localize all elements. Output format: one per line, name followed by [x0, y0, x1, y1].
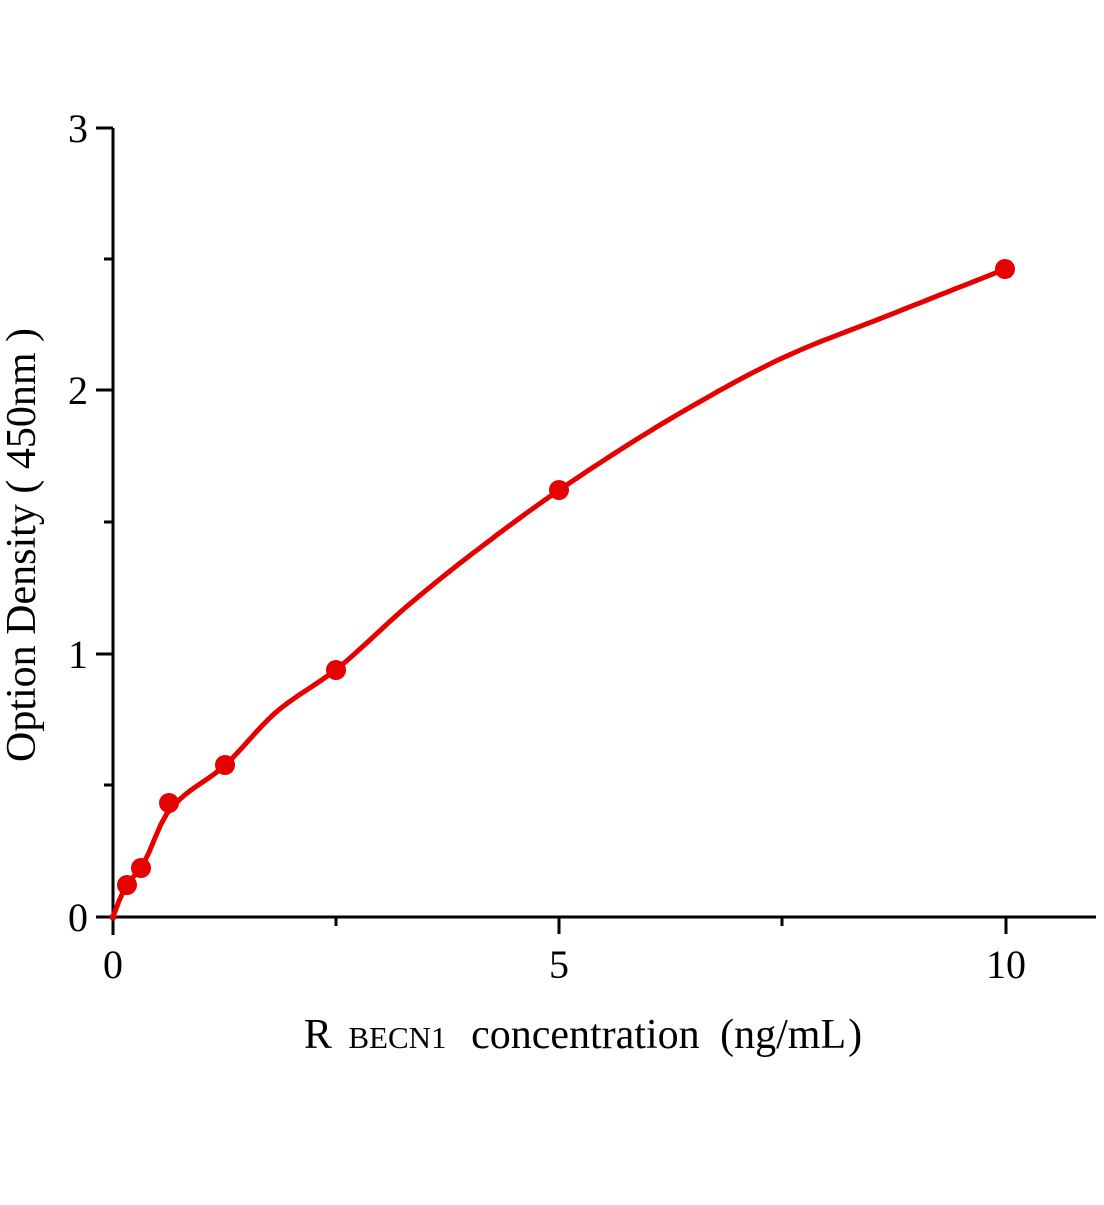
- svg-text:R BECN1 concentration: R BECN1 concentration (ng/mL): [304, 1012, 862, 1058]
- svg-text:10: 10: [986, 942, 1026, 987]
- svg-text:0: 0: [103, 942, 123, 987]
- svg-text:Option Density ( 450nm ): Option Density ( 450nm ): [0, 328, 45, 762]
- svg-text:5: 5: [549, 942, 569, 987]
- svg-text:1: 1: [68, 632, 88, 677]
- svg-text:0: 0: [68, 895, 88, 940]
- svg-text:2: 2: [68, 368, 88, 413]
- svg-text:3: 3: [68, 106, 88, 151]
